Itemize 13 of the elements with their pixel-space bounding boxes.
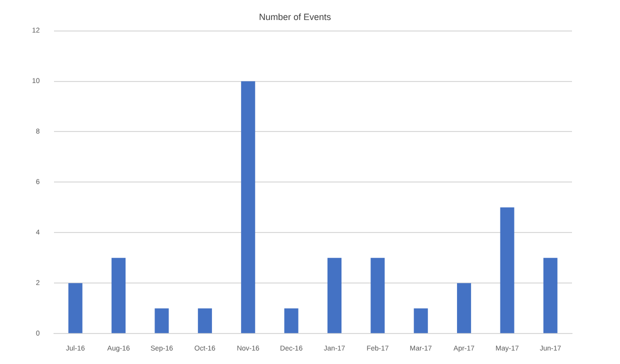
bar: [198, 308, 212, 334]
bar: [327, 258, 342, 334]
bar: [112, 258, 126, 334]
bar: [68, 283, 82, 334]
bar: [414, 308, 428, 334]
chart-title: Number of Events: [258, 12, 332, 22]
bar: [241, 81, 256, 334]
bar: [154, 308, 169, 334]
bar: [500, 207, 514, 334]
bar: [457, 283, 472, 334]
bar: [284, 308, 298, 334]
bar: [370, 258, 385, 334]
bar: [543, 258, 558, 334]
